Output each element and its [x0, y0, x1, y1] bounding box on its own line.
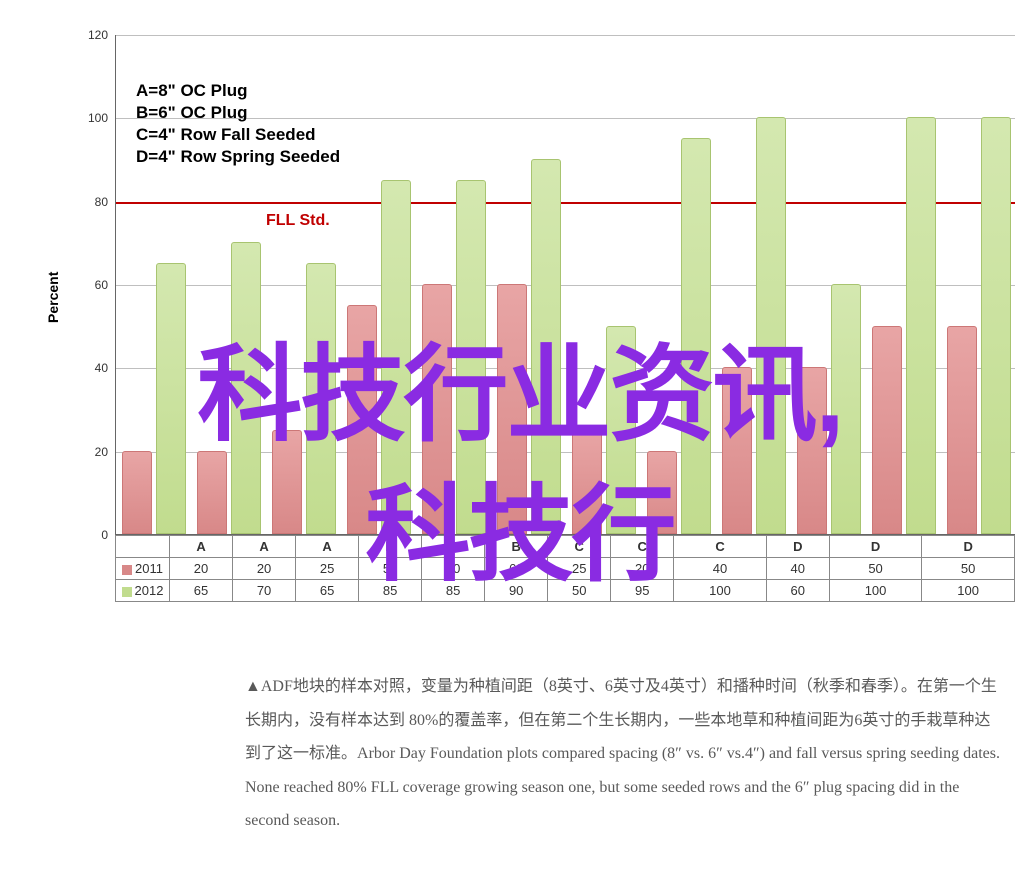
legend-line: D=4" Row Spring Seeded [136, 146, 340, 168]
figure-caption: ▲ADF地块的样本对照，变量为种植间距（8英寸、6英寸及4英寸）和播种时间（秋季… [245, 670, 1005, 838]
overlay-title-line1: 科技行业资讯, [20, 310, 1020, 462]
legend-line: C=4" Row Fall Seeded [136, 124, 340, 146]
caption-en: Arbor Day Foundation plots compared spac… [245, 745, 1000, 829]
gridline [116, 35, 1015, 36]
legend-line: B=6" OC Plug [136, 102, 340, 124]
overlay-title-line2: 科技行 [20, 450, 1020, 602]
y-tick: 100 [80, 111, 108, 125]
fll-reference-line [116, 202, 1015, 204]
y-tick: 120 [80, 28, 108, 42]
chart-legend: A=8" OC PlugB=6" OC PlugC=4" Row Fall Se… [136, 80, 340, 168]
y-tick: 80 [80, 195, 108, 209]
legend-line: A=8" OC Plug [136, 80, 340, 102]
fll-label: FLL Std. [266, 212, 330, 230]
y-tick: 60 [80, 278, 108, 292]
